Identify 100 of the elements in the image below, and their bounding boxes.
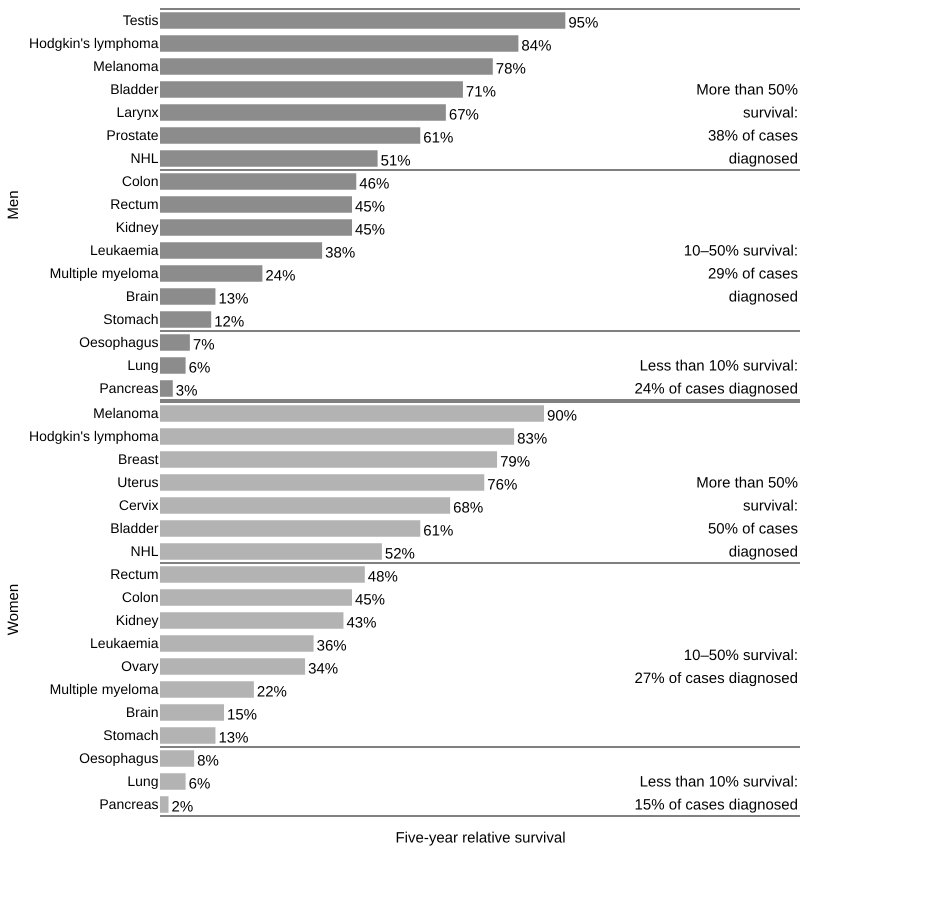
data-label: 90% xyxy=(547,408,578,424)
data-label: 6% xyxy=(188,776,210,792)
data-label: 61% xyxy=(423,130,454,146)
y-tick-label: Melanoma xyxy=(93,58,159,74)
data-label: 3% xyxy=(176,382,198,400)
bar xyxy=(160,428,514,445)
data-label: 6% xyxy=(188,360,210,376)
y-axis-title: Men xyxy=(4,190,22,220)
data-label: 71% xyxy=(466,84,496,100)
y-tick-label: Multiple myeloma xyxy=(50,265,159,281)
data-label: 24% xyxy=(265,268,296,284)
bar xyxy=(160,288,216,305)
data-label: 95% xyxy=(568,14,598,32)
bar xyxy=(160,727,216,744)
y-tick-label: NHL xyxy=(130,150,159,166)
y-tick-label: Hodgkin's lymphoma xyxy=(28,35,159,51)
bar xyxy=(160,520,420,537)
bar xyxy=(160,566,365,583)
data-label: 2% xyxy=(172,798,194,816)
bar xyxy=(160,242,322,259)
bar xyxy=(160,451,498,468)
band-label: Less than 10% survival: 24% of cases diagnosed xyxy=(634,358,798,398)
y-tick-label: Larynx xyxy=(116,104,158,120)
y-tick-label: Melanoma xyxy=(93,405,159,421)
bar xyxy=(160,35,518,52)
y-tick-label: Kidney xyxy=(116,219,158,235)
y-tick-label: Brain xyxy=(126,704,158,720)
band-label: More than 50% survival: 38% of cases diagnosed xyxy=(696,82,798,168)
band-label: More than 50% survival: 50% of cases diagnosed xyxy=(696,474,798,560)
y-tick-label: Stomach xyxy=(103,727,158,743)
data-label: 83% xyxy=(517,430,548,448)
data-label: 79% xyxy=(500,454,530,470)
data-label: 48% xyxy=(368,568,398,586)
bar xyxy=(160,380,173,397)
bar xyxy=(160,334,190,351)
data-label: 45% xyxy=(355,222,386,238)
data-label: 13% xyxy=(218,290,248,308)
data-label: 61% xyxy=(423,522,454,540)
y-tick-label: Pancreas xyxy=(99,796,158,812)
y-tick-label: Prostate xyxy=(106,127,159,143)
y-tick-label: Ovary xyxy=(121,658,158,674)
bar xyxy=(160,173,356,190)
y-tick-label: Brain xyxy=(126,288,158,304)
y-tick-label: Hodgkin's lymphoma xyxy=(28,428,159,444)
y-tick-label: Cervix xyxy=(118,497,158,513)
y-tick-label: Uterus xyxy=(117,474,158,490)
y-tick-label: Leukaemia xyxy=(90,242,159,258)
y-tick-label: Oesophagus xyxy=(79,750,158,766)
y-tick-label: Lung xyxy=(127,357,158,373)
data-label: 15% xyxy=(227,706,258,724)
band-label: 10–50% survival: 29% of cases diagnosed xyxy=(684,242,798,306)
data-label: 45% xyxy=(355,198,386,216)
bar xyxy=(160,196,352,213)
data-label: 36% xyxy=(316,638,347,654)
bar xyxy=(160,357,186,374)
bar xyxy=(160,635,314,652)
bar xyxy=(160,704,224,721)
y-axis-title: Women xyxy=(4,584,22,636)
y-tick-label: Kidney xyxy=(116,612,158,628)
bar xyxy=(160,589,352,606)
data-label: 46% xyxy=(359,176,390,192)
bar xyxy=(160,81,463,98)
bar xyxy=(160,796,169,813)
y-tick-label: Bladder xyxy=(110,520,159,536)
bar xyxy=(160,150,378,167)
data-label: 43% xyxy=(346,614,376,632)
data-label: 84% xyxy=(521,38,552,54)
band-label: Less than 10% survival: 15% of cases diagnosed xyxy=(634,774,798,814)
data-label: 67% xyxy=(448,106,479,124)
y-tick-label: Rectum xyxy=(110,566,158,582)
y-tick-label: Pancreas xyxy=(99,380,158,396)
data-label: 13% xyxy=(218,730,248,746)
bar xyxy=(160,750,194,767)
data-label: 78% xyxy=(496,60,526,78)
data-label: 76% xyxy=(487,476,518,494)
data-label: 51% xyxy=(380,152,411,170)
data-label: 12% xyxy=(214,314,244,330)
y-tick-label: Lung xyxy=(127,773,158,789)
y-tick-label: Bladder xyxy=(110,81,159,97)
y-tick-label: Colon xyxy=(122,173,158,189)
bar xyxy=(160,127,420,144)
bar xyxy=(160,58,493,75)
bar xyxy=(160,497,450,514)
data-label: 45% xyxy=(355,592,386,608)
y-tick-label: Colon xyxy=(122,589,158,605)
bar xyxy=(160,265,262,282)
data-label: 7% xyxy=(192,336,215,354)
data-label: 34% xyxy=(308,660,338,678)
y-tick-label: Multiple myeloma xyxy=(50,681,159,697)
data-label: 68% xyxy=(453,500,484,516)
x-axis-title: Five-year relative survival xyxy=(395,830,566,846)
y-tick-label: Breast xyxy=(118,451,159,467)
bar xyxy=(160,104,446,121)
data-label: 8% xyxy=(197,752,219,770)
bar xyxy=(160,405,544,422)
bar xyxy=(160,311,212,328)
band-label: 10–50% survival: 27% of cases diagnosed xyxy=(634,647,798,687)
bar xyxy=(160,543,382,560)
y-tick-label: Leukaemia xyxy=(90,635,159,651)
bar xyxy=(160,474,484,491)
